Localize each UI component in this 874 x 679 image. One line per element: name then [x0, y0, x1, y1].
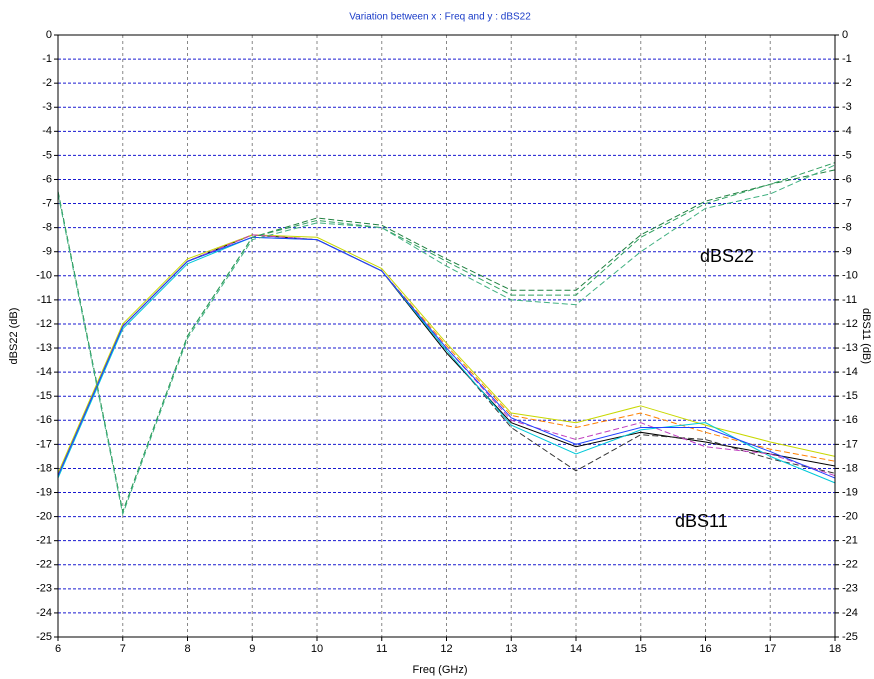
- annotation: dBS11: [675, 511, 728, 531]
- y-tick-label: -9: [42, 246, 52, 258]
- x-tick-label: 12: [440, 643, 452, 655]
- x-tick-label: 6: [55, 643, 61, 655]
- x-tick-label: 17: [764, 643, 776, 655]
- x-tick-label: 10: [311, 643, 323, 655]
- y2-tick-label: -21: [842, 535, 858, 547]
- y2-tick-label: -10: [842, 270, 858, 282]
- y2-tick-label: -6: [842, 173, 852, 185]
- series-line: [57, 236, 836, 484]
- y-tick-label: 0: [46, 29, 52, 41]
- x-tick-label: 16: [699, 643, 711, 655]
- x-axis-label: Freq (GHz): [413, 664, 468, 676]
- x-tick-label: 11: [376, 643, 387, 655]
- y2-tick-label: -1: [842, 53, 852, 65]
- x-tick-label: 13: [505, 643, 517, 655]
- y-tick-label: -4: [42, 125, 52, 137]
- plot-lines: [57, 162, 836, 517]
- y2-tick-label: -11: [842, 294, 857, 306]
- y2-tick-label: -22: [842, 559, 858, 571]
- x-tick-label: 7: [120, 643, 126, 655]
- series-line: [57, 162, 836, 514]
- y2-tick-label: -7: [842, 197, 852, 209]
- y-tick-label: -21: [36, 535, 52, 547]
- y-tick-label: -18: [36, 462, 52, 474]
- y2-tick-label: -25: [842, 631, 858, 643]
- y-tick-label: -22: [36, 559, 52, 571]
- y2-tick-label: -2: [842, 77, 852, 89]
- y-tick-label: -1: [42, 53, 52, 65]
- y-tick-label: -12: [36, 318, 52, 330]
- y-tick-label: -6: [42, 173, 52, 185]
- y2-tick-label: -12: [842, 318, 858, 330]
- y-tick-label: -8: [42, 222, 52, 234]
- y-axis-label: dBS22 (dB): [8, 308, 20, 365]
- y2-tick-label: -5: [842, 149, 852, 161]
- y2-tick-label: -24: [842, 607, 858, 619]
- y-tick-label: -17: [36, 438, 52, 450]
- x-tick-label: 14: [570, 643, 582, 655]
- y2-tick-label: -14: [842, 366, 858, 378]
- y2-tick-label: -16: [842, 414, 858, 426]
- series-line: [57, 234, 836, 474]
- y-tick-label: -24: [36, 607, 52, 619]
- y-tick-label: -11: [37, 294, 52, 306]
- y-tick-label: -16: [36, 414, 52, 426]
- y-tick-label: -15: [36, 390, 52, 402]
- y2-tick-label: 0: [842, 29, 848, 41]
- y-tick-label: -2: [42, 77, 52, 89]
- y2-tick-label: -23: [842, 583, 858, 595]
- y-tick-label: -25: [36, 631, 52, 643]
- y2-tick-label: -3: [842, 101, 852, 113]
- x-tick-label: 15: [635, 643, 647, 655]
- y2-tick-label: -4: [842, 125, 852, 137]
- y2-tick-label: -18: [842, 462, 858, 474]
- y-tick-label: -19: [36, 486, 52, 498]
- y-tick-label: -5: [42, 149, 52, 161]
- series-line: [57, 236, 836, 479]
- y-tick-label: -20: [36, 511, 52, 523]
- y2-tick-label: -17: [842, 438, 858, 450]
- plot-frame: [57, 34, 836, 638]
- x-tick-label: 9: [249, 643, 255, 655]
- x-tick-label: 8: [184, 643, 190, 655]
- y-tick-label: -3: [42, 101, 52, 113]
- y2-tick-label: -20: [842, 511, 858, 523]
- y2-tick-label: -13: [842, 342, 858, 354]
- y-tick-label: -10: [36, 270, 52, 282]
- annotation: dBS22: [700, 246, 754, 266]
- chart-title: Variation between x : Freq and y : dBS22: [349, 12, 531, 23]
- y-tick-label: -13: [36, 342, 52, 354]
- y2-axis-label: dBS11 (dB): [860, 308, 872, 364]
- x-tick-label: 18: [829, 643, 841, 655]
- y2-tick-label: -8: [842, 222, 852, 234]
- y-tick-label: -7: [42, 197, 52, 209]
- y2-tick-label: -15: [842, 390, 858, 402]
- y2-tick-label: -19: [842, 486, 858, 498]
- series-line: [57, 164, 836, 517]
- y-tick-label: -23: [36, 583, 52, 595]
- y2-tick-label: -9: [842, 246, 852, 258]
- y-tick-label: -14: [36, 366, 52, 378]
